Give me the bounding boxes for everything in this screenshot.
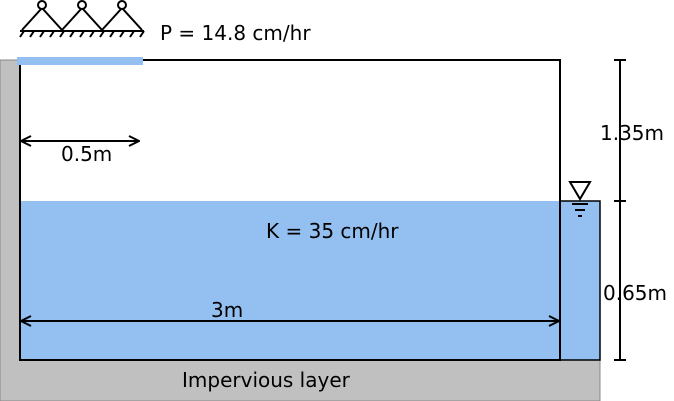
water-depth-label: 0.65m (603, 281, 667, 305)
unsaturated-height-label: 1.35m (600, 121, 664, 145)
domain-width-label: 3m (211, 298, 243, 322)
water-level-icon (568, 181, 592, 217)
water-body (20, 201, 560, 360)
infiltration-label: P = 14.8 cm/hr (160, 21, 311, 45)
impervious-layer-label: Impervious layer (182, 368, 351, 392)
height-dimension (614, 59, 626, 361)
domain-boundary (19, 59, 561, 361)
rain-strip (17, 57, 143, 65)
conductivity-label: K = 35 cm/hr (266, 219, 399, 243)
outlet-water (559, 200, 601, 361)
sprinkler-icon (19, 0, 145, 38)
sprinkler-width-label: 0.5m (61, 142, 112, 166)
